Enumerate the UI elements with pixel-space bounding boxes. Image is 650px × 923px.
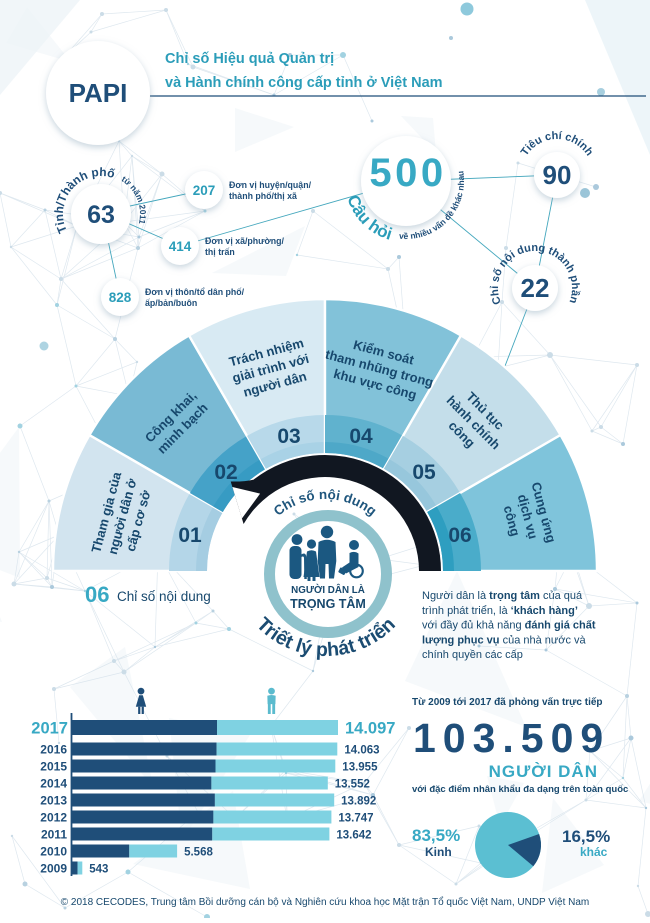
svg-text:22: 22: [521, 273, 550, 303]
svg-text:Kinh: Kinh: [425, 845, 452, 859]
svg-text:83,5%: 83,5%: [412, 826, 460, 845]
svg-text:90: 90: [543, 160, 572, 190]
svg-text:03: 03: [277, 425, 300, 448]
svg-text:207: 207: [193, 183, 216, 198]
svg-text:02: 02: [214, 461, 237, 484]
svg-text:Chỉ số nội dung: Chỉ số nội dung: [117, 589, 211, 604]
svg-text:với đầy đủ khả năng đánh giá c: với đầy đủ khả năng đánh giá chất: [422, 620, 596, 632]
svg-text:với đặc điểm nhân khẩu đa dạng: với đặc điểm nhân khẩu đa dạng trên toàn…: [412, 784, 628, 795]
svg-text:PAPI: PAPI: [69, 78, 128, 108]
svg-text:2016: 2016: [40, 743, 67, 757]
svg-text:lượng phục vụ của nhà nước và: lượng phục vụ của nhà nước và: [422, 634, 587, 646]
svg-text:13.892: 13.892: [341, 796, 376, 808]
svg-text:trình phát triển, là ‘khách hà: trình phát triển, là ‘khách hàng’: [422, 605, 578, 617]
svg-text:14.097: 14.097: [345, 720, 395, 738]
svg-text:ấp/bản/buôn: ấp/bản/buôn: [145, 298, 197, 308]
svg-text:NGƯỜI DÂN LÀ: NGƯỜI DÂN LÀ: [291, 584, 365, 596]
svg-text:16,5%: 16,5%: [562, 827, 610, 846]
svg-text:2015: 2015: [40, 760, 67, 774]
svg-text:Chỉ số Hiệu quả Quản trị: Chỉ số Hiệu quả Quản trị: [165, 51, 334, 67]
svg-text:2013: 2013: [40, 794, 67, 808]
svg-text:543: 543: [89, 864, 108, 876]
svg-text:13.747: 13.747: [338, 813, 373, 825]
svg-text:Người dân là trọng tâm của quá: Người dân là trọng tâm của quá: [422, 590, 583, 602]
svg-text:01: 01: [178, 524, 202, 547]
svg-text:2014: 2014: [40, 777, 67, 791]
svg-text:Đơn vị huyện/quận/: Đơn vị huyện/quận/: [229, 180, 312, 190]
svg-text:13.955: 13.955: [342, 762, 378, 774]
svg-text:103.509: 103.509: [413, 715, 610, 761]
svg-text:06: 06: [448, 524, 471, 547]
svg-text:13.552: 13.552: [335, 779, 370, 791]
svg-text:2017: 2017: [31, 720, 68, 738]
svg-text:04: 04: [349, 425, 373, 448]
svg-text:05: 05: [412, 461, 436, 484]
svg-text:và Hành chính công cấp tỉnh ở: và Hành chính công cấp tỉnh ở Việt Nam: [165, 75, 443, 91]
svg-text:2010: 2010: [40, 845, 67, 859]
svg-text:TRỌNG TÂM: TRỌNG TÂM: [290, 596, 366, 611]
svg-text:63: 63: [87, 201, 115, 229]
svg-text:06: 06: [85, 582, 109, 607]
svg-text:5.568: 5.568: [184, 847, 213, 859]
svg-text:500: 500: [369, 151, 446, 195]
svg-text:14.063: 14.063: [344, 745, 379, 757]
svg-text:Từ 2009 tới 2017 đã phỏng vấn: Từ 2009 tới 2017 đã phỏng vấn trực tiếp: [412, 696, 603, 708]
svg-text:Đơn vị xã/phường/: Đơn vị xã/phường/: [205, 236, 285, 246]
svg-text:© 2018 CECODES, Trung tâm Bồi: © 2018 CECODES, Trung tâm Bồi dưỡng cán …: [61, 896, 590, 908]
svg-text:414: 414: [169, 239, 192, 254]
svg-text:2012: 2012: [40, 811, 67, 825]
svg-text:Đơn vị thôn/tổ dân phố/: Đơn vị thôn/tổ dân phố/: [145, 287, 245, 297]
svg-text:828: 828: [109, 290, 132, 305]
svg-text:NGƯỜI DÂN: NGƯỜI DÂN: [489, 762, 598, 781]
svg-text:2009: 2009: [40, 862, 67, 876]
svg-text:thị trấn: thị trấn: [205, 247, 235, 257]
svg-text:thành phố/thị xã: thành phố/thị xã: [229, 191, 297, 201]
svg-text:chính quyền các cấp: chính quyền các cấp: [422, 649, 523, 661]
svg-text:13.642: 13.642: [336, 830, 371, 842]
svg-text:khác: khác: [580, 845, 608, 859]
svg-text:2011: 2011: [41, 828, 67, 842]
